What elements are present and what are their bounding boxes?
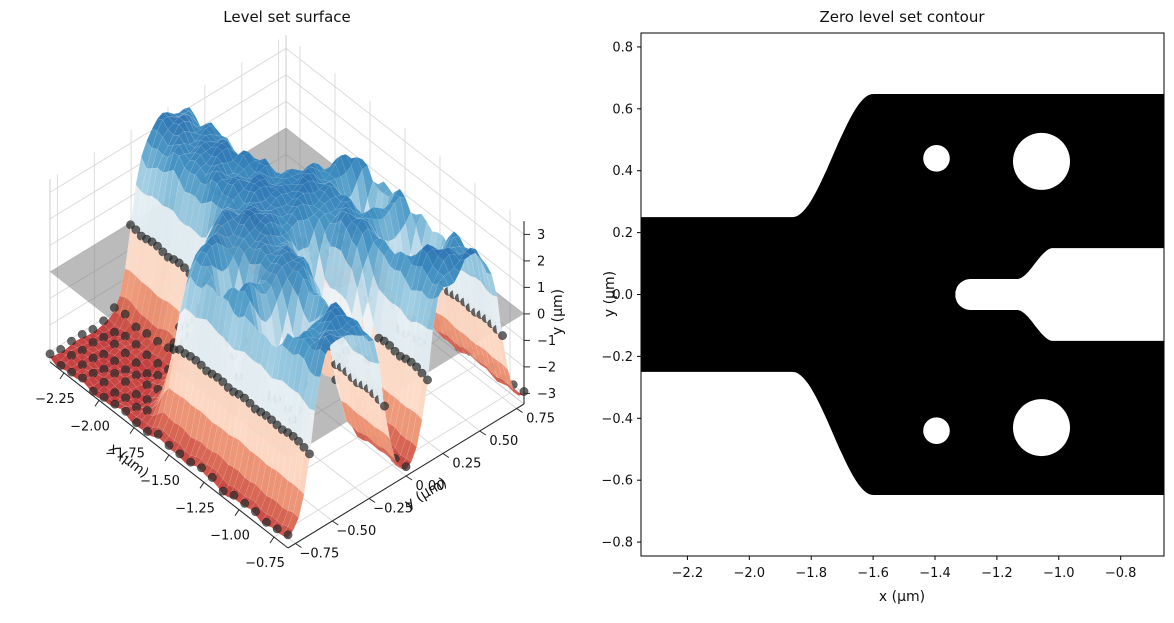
surface-mesh (45, 107, 529, 540)
svg-text:0.0: 0.0 (612, 288, 633, 303)
svg-text:−1.6: −1.6 (857, 566, 889, 581)
circle-hole (923, 417, 950, 445)
svg-text:−0.2: −0.2 (601, 350, 633, 365)
svg-text:−0.50: −0.50 (336, 524, 376, 539)
svg-text:0.25: 0.25 (452, 457, 481, 472)
svg-text:1: 1 (537, 281, 545, 296)
contour-plot-axes: −2.2 −2.0 −1.8 −1.6 −1.4 −1.2 −1.0 −0.8 −0.8 −0.6… (601, 32, 1165, 581)
svg-text:−2.0: −2.0 (734, 566, 766, 581)
surface-plot-axes: −2.25 −2.00 −1.75 −1.50 −1.25 −1.00 −0.75 −0.75… (35, 221, 556, 571)
svg-text:−0.6: −0.6 (601, 474, 633, 489)
svg-text:−2.2: −2.2 (672, 566, 704, 581)
svg-text:0.00: 0.00 (416, 479, 445, 494)
svg-text:−1.00: −1.00 (210, 529, 250, 544)
svg-text:−1: −1 (537, 334, 556, 349)
svg-text:−1.4: −1.4 (919, 566, 951, 581)
surface-plot-title: Level set surface (223, 8, 351, 26)
svg-text:−0.75: −0.75 (245, 556, 285, 571)
svg-text:0.75: 0.75 (526, 412, 555, 427)
svg-text:−2: −2 (537, 360, 556, 375)
surface-plot: −2.25 −2.00 −1.75 −1.50 −1.25 −1.00 −0.75 −0.75… (35, 8, 566, 571)
svg-text:2: 2 (537, 254, 545, 269)
svg-text:3: 3 (537, 228, 545, 243)
svg-text:−3: −3 (537, 387, 556, 402)
contour-plot-ylabel: y (µm) (602, 271, 618, 317)
contour-plot-title: Zero level set contour (819, 8, 985, 26)
svg-text:−1.8: −1.8 (795, 566, 827, 581)
svg-text:0: 0 (537, 307, 545, 322)
phi-positive-region (641, 94, 1164, 495)
svg-text:−0.75: −0.75 (299, 547, 339, 562)
svg-text:−2.25: −2.25 (35, 392, 75, 407)
contour-plot-xlabel: x (µm) (879, 589, 925, 605)
svg-text:0.8: 0.8 (612, 40, 633, 55)
contour-filled-region (641, 94, 1164, 495)
svg-text:−0.4: −0.4 (601, 412, 633, 427)
svg-text:0.6: 0.6 (612, 102, 633, 117)
svg-text:−0.8: −0.8 (601, 536, 633, 551)
circle-hole (1013, 399, 1070, 457)
svg-text:−0.8: −0.8 (1105, 566, 1137, 581)
contour-plot: −2.2 −2.0 −1.8 −1.6 −1.4 −1.2 −1.0 −0.8 −0.8 −0.6… (601, 8, 1165, 605)
svg-text:−0.25: −0.25 (373, 502, 413, 517)
surface-plot-zlabel: y (µm) (550, 289, 566, 335)
svg-text:−1.75: −1.75 (105, 447, 145, 462)
svg-text:−1.50: −1.50 (140, 474, 180, 489)
svg-text:−1.25: −1.25 (175, 501, 215, 516)
svg-text:0.50: 0.50 (489, 434, 518, 449)
svg-text:−1.2: −1.2 (981, 566, 1013, 581)
svg-text:0.2: 0.2 (612, 226, 633, 241)
circle-hole (1013, 132, 1070, 190)
circle-hole (923, 145, 950, 172)
channel-hole (955, 248, 1164, 341)
svg-text:−1.0: −1.0 (1043, 566, 1075, 581)
svg-text:0.4: 0.4 (612, 164, 633, 179)
svg-text:−2.00: −2.00 (70, 419, 110, 434)
